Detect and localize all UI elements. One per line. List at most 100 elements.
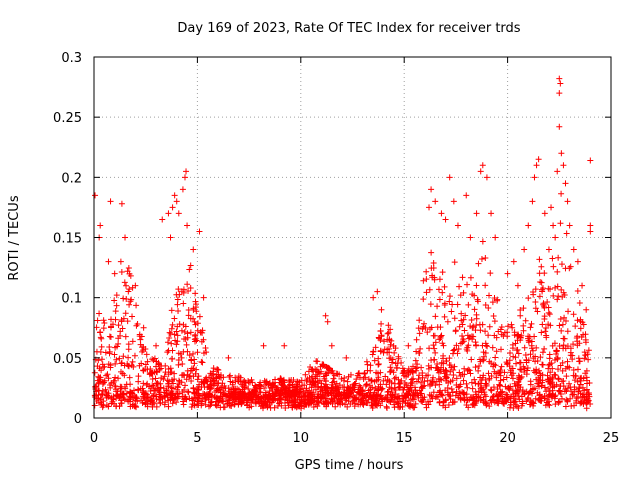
y-tick-label: 0.3 — [61, 51, 82, 66]
data-point — [493, 334, 500, 341]
data-point — [517, 312, 524, 319]
data-point — [174, 301, 181, 308]
data-point — [180, 321, 187, 328]
data-point — [428, 186, 435, 193]
data-point — [431, 332, 438, 339]
data-point — [133, 322, 140, 329]
data-point — [513, 360, 520, 367]
data-point — [320, 361, 327, 368]
data-point — [185, 389, 192, 396]
data-point — [491, 318, 498, 325]
data-point — [550, 263, 557, 270]
data-point — [570, 246, 577, 253]
data-point — [460, 316, 467, 323]
data-point — [525, 335, 532, 342]
data-point — [475, 380, 482, 387]
data-point — [241, 384, 248, 391]
data-point — [448, 386, 455, 393]
data-point — [156, 366, 163, 373]
data-point — [228, 394, 235, 401]
data-point — [299, 382, 306, 389]
data-point — [372, 344, 379, 351]
data-point — [467, 234, 474, 241]
data-point — [442, 373, 449, 380]
data-point — [545, 246, 552, 253]
data-point — [574, 366, 581, 373]
x-tick-label: 10 — [293, 431, 310, 446]
data-point — [431, 274, 438, 281]
data-point — [255, 398, 262, 405]
data-point — [117, 385, 124, 392]
data-point — [456, 283, 463, 290]
data-point — [557, 362, 564, 369]
data-point — [427, 326, 434, 333]
data-point — [477, 394, 484, 401]
data-point — [124, 268, 131, 275]
data-point — [441, 300, 448, 307]
data-point — [484, 343, 491, 350]
data-point — [408, 376, 415, 383]
data-point — [420, 277, 427, 284]
data-point — [541, 395, 548, 402]
x-tick-labels: 0 5 10 15 20 25 — [90, 431, 619, 446]
data-point — [196, 228, 203, 235]
y-tick-label: 0.05 — [53, 352, 82, 367]
data-point — [440, 360, 447, 367]
data-point — [120, 353, 127, 360]
data-point — [186, 352, 193, 359]
data-point — [558, 286, 565, 293]
data-point — [522, 352, 529, 359]
data-point — [287, 389, 294, 396]
data-point — [532, 298, 539, 305]
data-point — [570, 367, 577, 374]
data-point — [413, 336, 420, 343]
data-point — [305, 396, 312, 403]
data-point — [493, 391, 500, 398]
data-point — [516, 396, 523, 403]
data-point — [566, 380, 573, 387]
data-point — [281, 342, 288, 349]
data-point — [537, 354, 544, 361]
data-point — [187, 262, 194, 269]
data-point — [387, 364, 394, 371]
data-point — [309, 378, 316, 385]
data-point — [315, 399, 322, 406]
data-point — [407, 382, 414, 389]
data-point — [122, 310, 129, 317]
data-point — [106, 343, 113, 350]
data-point — [168, 325, 175, 332]
data-point — [400, 395, 407, 402]
data-point — [565, 308, 572, 315]
data-points — [91, 75, 594, 412]
data-point — [114, 391, 121, 398]
data-point — [278, 386, 285, 393]
data-point — [303, 377, 310, 384]
data-point — [423, 268, 430, 275]
data-point — [459, 332, 466, 339]
data-point — [316, 370, 323, 377]
data-point — [541, 384, 548, 391]
data-point — [160, 376, 167, 383]
data-point — [152, 375, 159, 382]
data-point — [194, 394, 201, 401]
data-point — [318, 380, 325, 387]
data-point — [477, 358, 484, 365]
data-point — [533, 376, 540, 383]
data-point — [446, 174, 453, 181]
data-point — [583, 405, 590, 412]
data-point — [445, 402, 452, 409]
data-point — [225, 396, 232, 403]
data-point — [229, 379, 236, 386]
data-point — [577, 325, 584, 332]
data-point — [583, 386, 590, 393]
data-point — [360, 401, 367, 408]
data-point — [190, 350, 197, 357]
data-point — [377, 392, 384, 399]
data-point — [100, 325, 107, 332]
data-point — [101, 320, 108, 327]
data-point — [475, 388, 482, 395]
data-point — [129, 338, 136, 345]
data-point — [567, 349, 574, 356]
data-point — [529, 347, 536, 354]
data-point — [91, 369, 98, 376]
